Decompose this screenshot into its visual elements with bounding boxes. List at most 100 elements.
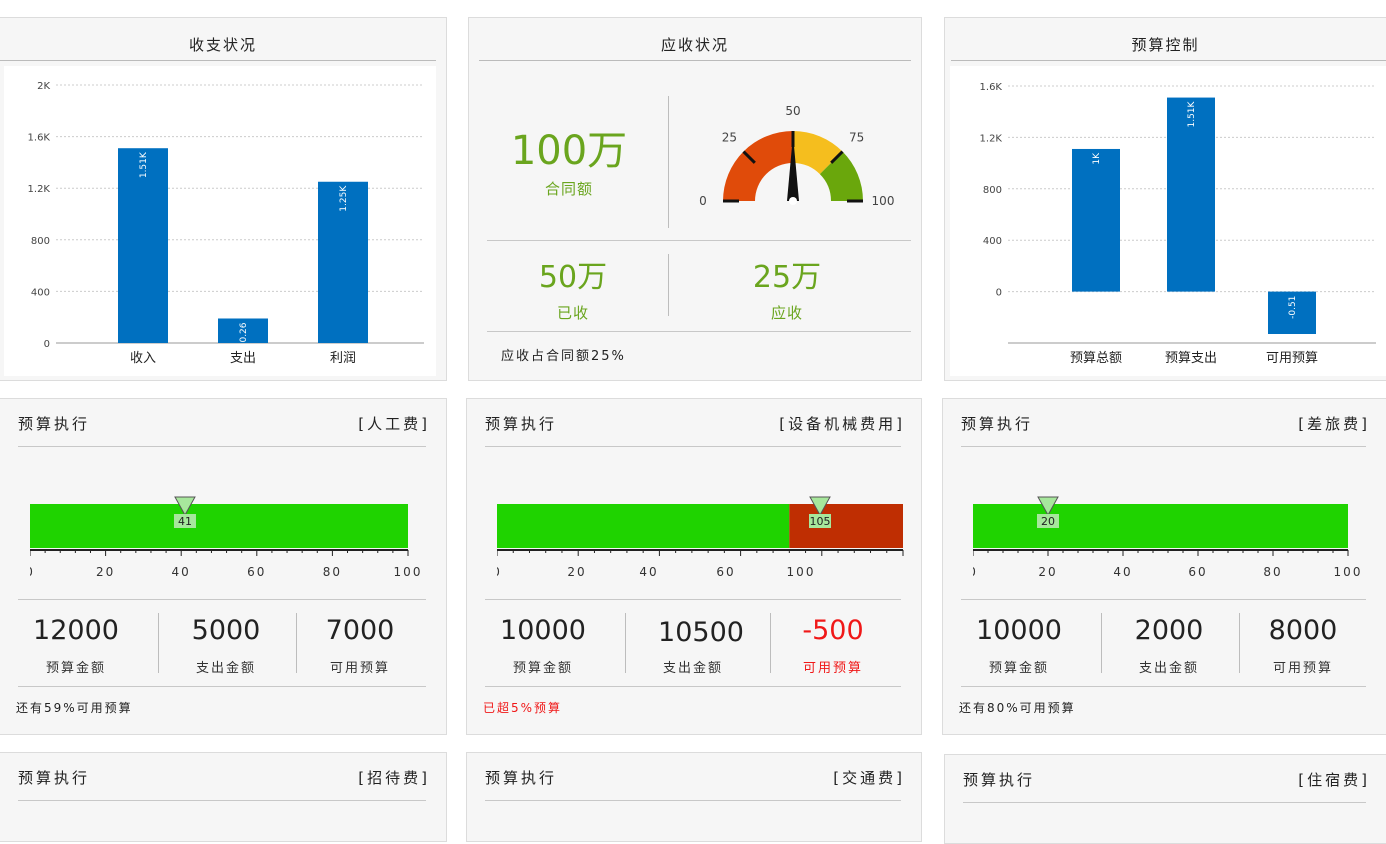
marker-value-label: 20 bbox=[1041, 515, 1055, 528]
gauge-tick-label: 50 bbox=[785, 104, 800, 118]
bar-budget-fill bbox=[497, 504, 790, 548]
budget-amount: 10000 bbox=[500, 615, 586, 646]
y-tick-label: 0 bbox=[996, 288, 1002, 299]
category-label: [设备机械费用] bbox=[779, 415, 905, 433]
category-label: [住宿费] bbox=[1298, 771, 1370, 789]
marker-triangle-icon bbox=[809, 496, 831, 517]
scale-label: 100 bbox=[394, 565, 423, 579]
card-title: 预算执行 bbox=[485, 769, 558, 787]
budget-control-card: 预算控制 0 400 800 1.2K 1.6K 1K 预算总额 1.51K 预算支出 -0.51… bbox=[944, 17, 1386, 381]
bar-over-fill bbox=[789, 504, 903, 548]
budget-amount-label: 预算金额 bbox=[988, 661, 1049, 676]
card-title: 预算执行 bbox=[961, 415, 1034, 433]
card-title: 收支状况 bbox=[188, 36, 257, 54]
y-tick-label: 400 bbox=[983, 236, 1002, 247]
bar bbox=[218, 318, 268, 343]
bar bbox=[1167, 97, 1215, 292]
y-tick-label: 400 bbox=[31, 287, 50, 298]
y-tick-label: 2K bbox=[37, 81, 50, 92]
budget-amount: 12000 bbox=[33, 615, 119, 646]
bullet-chart: 0 20 40 60 100 105 bbox=[492, 495, 923, 585]
scale-label: 40 bbox=[639, 565, 658, 579]
scale-label: 100 bbox=[787, 565, 816, 579]
y-tick-label: 0 bbox=[44, 339, 50, 350]
y-tick-label: 1.6K bbox=[28, 133, 51, 144]
x-category-label: 预算支出 bbox=[1165, 351, 1217, 366]
budget-execution-card: 预算执行 [招待费] bbox=[0, 752, 447, 842]
gauge-band bbox=[819, 151, 863, 201]
due-label: 应收 bbox=[770, 304, 803, 322]
y-tick-label: 1.6K bbox=[980, 82, 1003, 93]
x-category-label: 收入 bbox=[130, 351, 156, 366]
bar-data-label: -0.51 bbox=[1288, 296, 1298, 319]
budget-amount: 10000 bbox=[976, 615, 1062, 646]
budget-execution-card: 预算执行 [差旅费] 0 20 40 60 80 100 20 10000 预算金额 200… bbox=[942, 398, 1386, 735]
scale-label: 80 bbox=[323, 565, 342, 579]
contract-value: 100万 bbox=[510, 128, 628, 174]
scale-label: 0 bbox=[30, 565, 35, 579]
budget-execution-card: 预算执行 [人工费] 0 20 40 60 80 100 41 12000 预算金额 500… bbox=[0, 398, 447, 735]
due-value: 25万 bbox=[752, 260, 822, 295]
available-amount-label: 可用预算 bbox=[802, 661, 863, 676]
income-expense-chart: 0 400 800 1.2K 1.6K 2K 1.51K 收入 0.26 支出 1.25K 利润 bbox=[28, 81, 424, 366]
income-expense-card: 收支状况 0 400 800 1.2K 1.6K 2K 1.51K 收入 0.26 支出 1.25K… bbox=[0, 17, 447, 381]
gauge-tick-label: 25 bbox=[722, 130, 737, 144]
budget-execution-card: 预算执行 [交通费] bbox=[466, 752, 922, 842]
scale-label: 100 bbox=[1334, 565, 1363, 579]
scale-label: 20 bbox=[96, 565, 115, 579]
bar-data-label: 1K bbox=[1092, 152, 1102, 165]
bar-data-label: 1.51K bbox=[1187, 100, 1197, 127]
bar bbox=[1072, 148, 1120, 292]
spent-amount: 2000 bbox=[1134, 615, 1204, 646]
category-label: [人工费] bbox=[358, 415, 430, 433]
y-tick-label: 1.2K bbox=[28, 184, 51, 195]
scale-label: 40 bbox=[1113, 565, 1132, 579]
scale-label: 60 bbox=[247, 565, 266, 579]
scale-label: 0 bbox=[973, 565, 978, 579]
y-tick-label: 1.2K bbox=[980, 133, 1003, 144]
gauge-tick-label: 75 bbox=[849, 130, 864, 144]
card-title: 预算执行 bbox=[18, 415, 91, 433]
gauge-needle bbox=[787, 135, 799, 201]
spent-amount-label: 支出金额 bbox=[662, 661, 723, 676]
marker-triangle-icon bbox=[1037, 496, 1059, 517]
spent-amount-label: 支出金额 bbox=[195, 661, 256, 676]
scale-label: 40 bbox=[172, 565, 191, 579]
gauge-tick bbox=[830, 150, 844, 164]
x-category-label: 支出 bbox=[230, 351, 256, 366]
budget-amount-label: 预算金额 bbox=[45, 661, 106, 676]
x-category-label: 预算总额 bbox=[1070, 351, 1122, 366]
received-label: 已收 bbox=[556, 304, 589, 322]
receivable-card: 应收状况 100万 合同额 0 25 50 75 100 50万 已收 25万 应收 应… bbox=[468, 17, 922, 381]
bar-data-label: 1.25K bbox=[339, 185, 349, 212]
gauge-tick-label: 100 bbox=[872, 194, 895, 208]
bar bbox=[318, 181, 368, 343]
scale-label: 20 bbox=[567, 565, 586, 579]
receivable-note: 应收占合同额25% bbox=[501, 349, 626, 364]
card-title: 预算执行 bbox=[485, 415, 558, 433]
spent-amount: 10500 bbox=[658, 617, 744, 648]
marker-label-bg bbox=[809, 514, 831, 528]
marker-label-bg bbox=[1037, 514, 1059, 528]
bullet-chart: 0 20 40 60 80 100 41 bbox=[25, 495, 428, 585]
marker-value-label: 105 bbox=[810, 515, 831, 528]
marker-value-label: 41 bbox=[178, 515, 192, 528]
receivable-gauge: 0 25 50 75 100 bbox=[699, 104, 895, 208]
budget-execution-card: 预算执行 [住宿费] bbox=[944, 754, 1386, 844]
bar-data-label: 0.26 bbox=[239, 322, 249, 342]
card-title: 预算执行 bbox=[18, 769, 91, 787]
card-title: 预算执行 bbox=[963, 771, 1036, 789]
available-amount: -500 bbox=[802, 615, 864, 646]
budget-note: 已超5%预算 bbox=[483, 701, 563, 715]
bullet-chart: 0 20 40 60 80 100 20 bbox=[968, 495, 1368, 585]
scale-label: 60 bbox=[716, 565, 735, 579]
available-amount-label: 可用预算 bbox=[1272, 661, 1333, 676]
x-category-label: 可用预算 bbox=[1266, 351, 1318, 366]
card-title: 预算控制 bbox=[1131, 36, 1200, 54]
received-value: 50万 bbox=[538, 260, 608, 295]
budget-amount-label: 预算金额 bbox=[512, 661, 573, 676]
gauge-tick-label: 0 bbox=[699, 194, 707, 208]
contract-label: 合同额 bbox=[544, 180, 593, 198]
scale-label: 60 bbox=[1188, 565, 1207, 579]
available-amount: 7000 bbox=[325, 615, 395, 646]
